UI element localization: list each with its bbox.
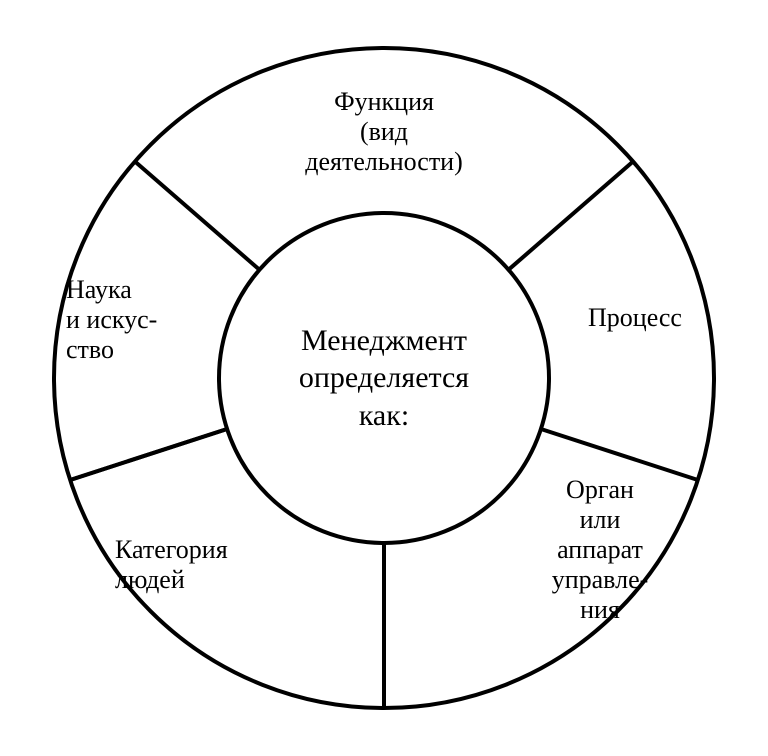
segment-label-science: Наука и искус- ство: [66, 275, 326, 365]
diagram-stage: Менеджмент определяется как: Функция (ви…: [0, 0, 768, 756]
segment-label-category: Категория людей: [115, 535, 375, 595]
segment-label-organ: Орган или аппарат управле- ния: [450, 475, 750, 624]
segment-label-function: Функция (вид деятельности): [234, 87, 534, 177]
segment-label-process: Процесс: [485, 303, 768, 333]
